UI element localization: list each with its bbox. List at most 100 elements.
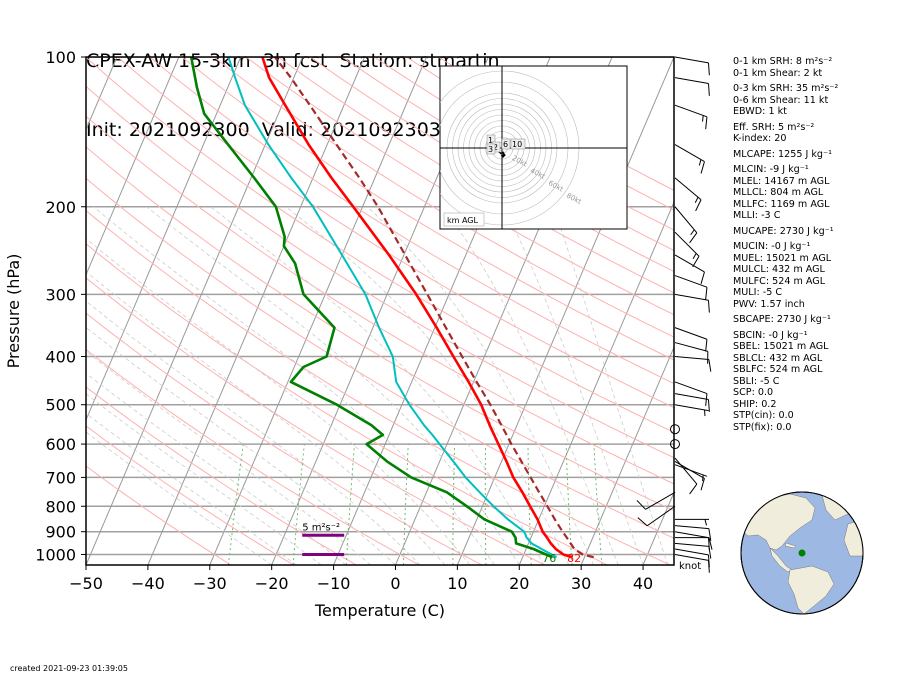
wind-barb-staff bbox=[674, 177, 702, 201]
dry-adiabat bbox=[86, 177, 674, 539]
moist-adiabat bbox=[86, 431, 272, 565]
dry-adiabat bbox=[86, 277, 545, 565]
dry-adiabat bbox=[86, 465, 232, 565]
stat-line: SBCAPE: 2730 J kg⁻¹ bbox=[733, 314, 831, 325]
wind-barb-flag bbox=[705, 116, 708, 130]
stat-line: MLLFC: 1169 m AGL bbox=[733, 198, 830, 210]
wind-barb-staff bbox=[674, 254, 705, 273]
wind-barb bbox=[674, 548, 710, 568]
y-axis-label: Pressure (hPa) bbox=[4, 254, 23, 369]
dry-adiabat bbox=[86, 425, 294, 565]
wind-barb bbox=[674, 542, 712, 559]
stat-line: SBEL: 15021 m AGL bbox=[733, 341, 829, 352]
x-tick-label: 10 bbox=[447, 574, 467, 593]
wind-barb bbox=[674, 56, 710, 76]
moist-adiabat bbox=[503, 206, 644, 565]
wind-barb-staff bbox=[674, 356, 709, 360]
surface-dewpoint-label: 76 bbox=[542, 552, 556, 565]
globe-station-marker bbox=[798, 549, 806, 557]
stat-line: STP(cin): 0.0 bbox=[733, 410, 794, 421]
wind-barb-staff bbox=[674, 206, 698, 234]
x-tick-label: −20 bbox=[255, 574, 289, 593]
x-tick-label: 20 bbox=[509, 574, 529, 593]
wind-barb-staff bbox=[674, 342, 708, 352]
isotherm-line bbox=[147, 57, 365, 565]
wind-barb-flag bbox=[705, 287, 708, 300]
srh-label: 5 m²s⁻² bbox=[302, 522, 340, 533]
isotherm-line bbox=[456, 57, 674, 565]
globe-outline bbox=[740, 491, 864, 615]
mixing-ratio-line bbox=[403, 444, 409, 565]
wind-barb-half bbox=[702, 115, 704, 122]
hodograph-height-box bbox=[510, 138, 526, 150]
isotherm-line bbox=[86, 57, 242, 422]
dewpoint-profile bbox=[189, 57, 553, 559]
wind-barb bbox=[674, 275, 708, 300]
stat-line: SHIP: 0.2 bbox=[733, 398, 777, 410]
globe-caribbean bbox=[784, 542, 797, 549]
wind-barb-flag bbox=[636, 500, 646, 510]
wind-barb-staff bbox=[674, 553, 709, 561]
hodograph-height-box bbox=[501, 138, 511, 150]
wind-barb bbox=[674, 356, 712, 372]
wind-barb-half bbox=[690, 229, 695, 236]
wind-barb-staff bbox=[646, 505, 676, 527]
wind-barb bbox=[674, 77, 710, 96]
wind-barb bbox=[674, 381, 708, 406]
x-tick-label: −30 bbox=[193, 574, 227, 593]
temperature-profile bbox=[261, 57, 573, 559]
stat-line: MLCAPE: 1255 J kg⁻¹ bbox=[733, 148, 832, 160]
wind-barb-half bbox=[698, 159, 702, 166]
wind-barb-calm bbox=[670, 439, 680, 450]
stat-line: MLLI: -3 C bbox=[733, 210, 781, 221]
y-tick-label: 700 bbox=[45, 468, 76, 487]
hodograph-height-box bbox=[486, 143, 496, 155]
chart-profiles: 5 m²s⁻² bbox=[189, 57, 594, 559]
y-tick-label: 1000 bbox=[35, 545, 76, 564]
wind-barb bbox=[674, 525, 712, 541]
dry-adiabat bbox=[86, 146, 674, 512]
y-tick-label: 100 bbox=[45, 48, 76, 67]
wind-barb bbox=[674, 404, 709, 417]
isotherm-line bbox=[86, 57, 304, 565]
dry-adiabat bbox=[86, 243, 608, 565]
wind-barb-flag bbox=[707, 399, 710, 412]
stat-line: Eff. SRH: 5 m²s⁻² bbox=[733, 121, 815, 133]
wind-barb bbox=[675, 537, 713, 550]
stat-line: K-index: 20 bbox=[733, 133, 787, 144]
moist-adiabat bbox=[86, 350, 371, 565]
wind-barb-staff bbox=[674, 393, 709, 401]
wind-barb-staff bbox=[674, 275, 708, 288]
stat-line: STP(fix): 0.0 bbox=[733, 421, 792, 433]
dry-adiabat bbox=[86, 115, 674, 485]
wind-barb-half bbox=[692, 253, 697, 259]
stat-line: 0-3 km SRH: 35 m²s⁻² bbox=[733, 83, 839, 94]
wind-barb-flag bbox=[689, 483, 698, 495]
y-tick-label: 300 bbox=[45, 285, 76, 304]
stat-line: MLLCL: 804 m AGL bbox=[733, 187, 824, 198]
moist-adiabat bbox=[442, 206, 619, 565]
surface-temperature-label: 82 bbox=[567, 552, 581, 565]
wind-barb-staff bbox=[674, 144, 705, 163]
wind-barb-flag bbox=[708, 359, 712, 372]
x-tick-label: 30 bbox=[571, 574, 591, 593]
wind-barb bbox=[674, 393, 710, 412]
stat-line: EBWD: 1 kt bbox=[733, 106, 787, 117]
dry-adiabat bbox=[277, 57, 674, 294]
dry-adiabat bbox=[245, 57, 674, 316]
wind-barb-staff bbox=[674, 404, 709, 412]
wind-barb-flag bbox=[705, 393, 708, 406]
wind-barb-flag bbox=[707, 537, 710, 550]
y-tick-label: 900 bbox=[45, 523, 76, 542]
wind-barb bbox=[674, 206, 698, 244]
wind-barb-flag bbox=[689, 232, 698, 244]
wind-barb-staff bbox=[674, 381, 708, 395]
wind-barb bbox=[674, 177, 702, 212]
plot-frame bbox=[85, 56, 675, 566]
stat-line: SBLI: -5 C bbox=[733, 375, 780, 387]
moist-adiabat bbox=[86, 393, 322, 565]
dry-adiabat bbox=[86, 209, 671, 565]
wind-barb-staff bbox=[674, 542, 709, 547]
hodograph-legend-box bbox=[443, 212, 485, 227]
